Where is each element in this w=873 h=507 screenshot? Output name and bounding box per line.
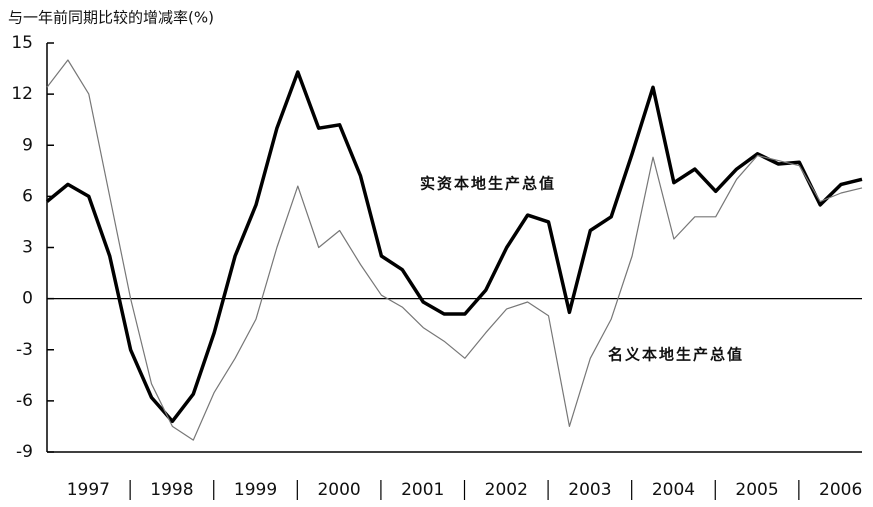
x-tick-label: 2001 bbox=[401, 480, 444, 500]
x-tick-label: 2004 bbox=[652, 480, 695, 500]
x-tick-label: 2002 bbox=[485, 480, 528, 500]
y-tick-label: 15 bbox=[11, 33, 33, 53]
series-line bbox=[45, 70, 863, 424]
y-tick-label: -9 bbox=[16, 442, 33, 462]
y-tick-label: 9 bbox=[22, 135, 33, 155]
series-label: 名义本地生产总值 bbox=[608, 346, 744, 364]
x-tick-label: 2003 bbox=[568, 480, 611, 500]
x-tick-label: 2005 bbox=[735, 480, 778, 500]
series-label: 实资本地生产总值 bbox=[420, 175, 556, 193]
y-tick-label: -3 bbox=[16, 340, 33, 360]
y-tick-label: 0 bbox=[22, 289, 33, 309]
x-tick-label: 1997 bbox=[67, 480, 110, 500]
series-line bbox=[46, 59, 863, 441]
chart-title: 与一年前同期比较的增减率(%) bbox=[8, 9, 214, 27]
y-tick-label: 12 bbox=[11, 84, 33, 104]
x-tick-label: 2006 bbox=[819, 480, 862, 500]
y-tick-label: 3 bbox=[22, 238, 33, 258]
x-tick-label: 2000 bbox=[317, 480, 360, 500]
y-tick-label: 6 bbox=[22, 186, 33, 206]
y-tick-label: -6 bbox=[16, 391, 33, 411]
x-tick-label: 1999 bbox=[234, 480, 277, 500]
x-tick-label: 1998 bbox=[150, 480, 193, 500]
